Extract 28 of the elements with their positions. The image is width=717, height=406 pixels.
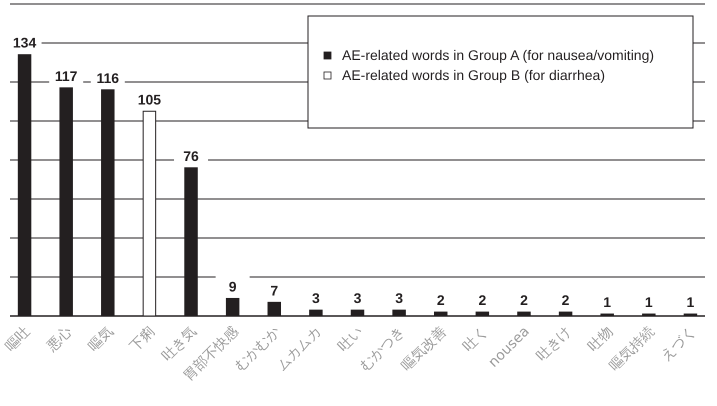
- data-label: 7: [270, 282, 278, 298]
- x-tick-label: 悪心: [43, 324, 76, 356]
- data-label: 2: [478, 292, 486, 308]
- data-label: 3: [312, 290, 320, 306]
- data-label: 116: [96, 70, 120, 86]
- data-label: 1: [644, 294, 653, 310]
- x-tick-label: 吐い: [335, 324, 366, 355]
- x-tick-label: 下痢: [127, 324, 158, 355]
- x-tick-label: えづく: [658, 324, 700, 365]
- x-tick-label: 吐きけ: [533, 324, 574, 365]
- legend-label: AE-related words in Group B (for diarrhea): [342, 67, 605, 83]
- data-label: 2: [562, 292, 570, 308]
- data-label: 1: [686, 294, 695, 310]
- data-label: 2: [520, 292, 528, 308]
- x-tick-label: 吐物: [584, 324, 616, 355]
- data-label: 76: [183, 148, 200, 164]
- x-tick-label: 吐く: [460, 324, 492, 355]
- x-tick-label: 嘔気: [86, 324, 117, 355]
- data-label: 134: [12, 34, 36, 51]
- data-label: 105: [138, 91, 162, 108]
- data-label: 1: [603, 294, 612, 310]
- data-label: 2: [436, 292, 445, 308]
- data-label: 3: [354, 290, 362, 306]
- data-label: 117: [54, 68, 78, 84]
- x-tick-label: 嘔吐: [2, 324, 34, 355]
- data-label: 9: [228, 278, 237, 294]
- data-label: 3: [395, 290, 404, 306]
- legend-label: AE-related words in Group A (for nausea/vomiting): [342, 47, 654, 63]
